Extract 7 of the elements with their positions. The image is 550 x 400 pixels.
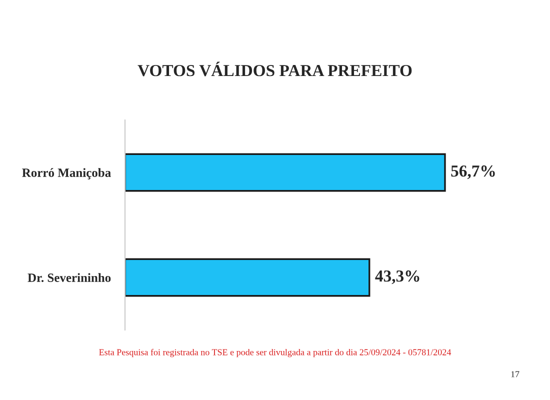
text: Esta Pesquisa foi registrada no TSE e pode ser divulgada a partir do dia 25/09/2024 - 05781/2024	[99, 348, 452, 358]
chart-title: VOTOS VÁLIDOS PARA PREFEITO	[138, 62, 412, 76]
y-tick-label: Dr. Severininho	[28, 273, 111, 282]
data-label: 43,3%	[375, 270, 420, 284]
text: 17	[511, 371, 520, 378]
y-tick-label: Rorró Maniçoba	[22, 168, 111, 180]
data-label: 56,7%	[451, 165, 495, 180]
